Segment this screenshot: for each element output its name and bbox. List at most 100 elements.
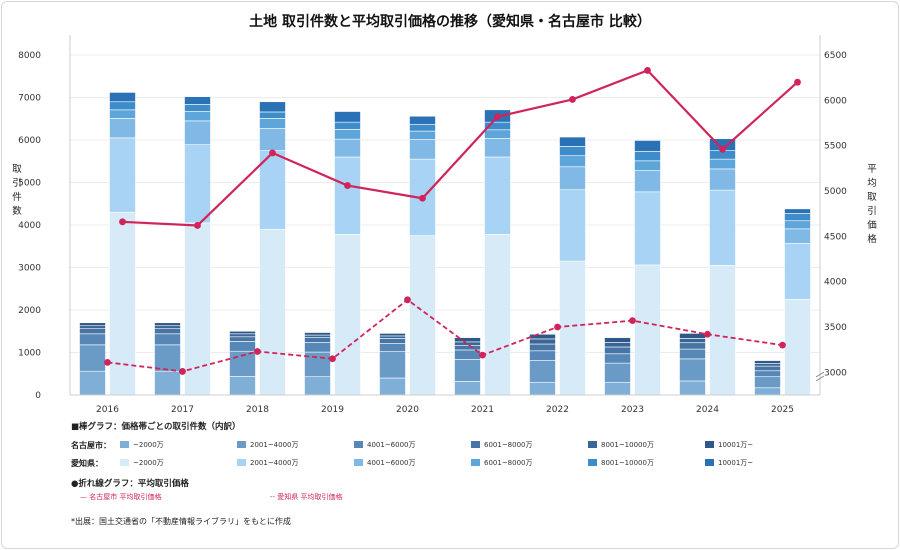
bar-segment	[109, 109, 136, 119]
y-left-axis-title-char: 引	[12, 178, 22, 189]
bar-segment	[184, 111, 211, 122]
bar-segment	[229, 336, 256, 342]
bar-segment	[634, 264, 661, 396]
bar-segment	[484, 129, 511, 139]
bar-segment	[484, 138, 511, 158]
bar-segment	[154, 333, 181, 346]
bar-segment	[109, 211, 136, 396]
bar-segment	[304, 337, 331, 343]
bar-segment	[109, 101, 136, 111]
bar-segment	[529, 343, 556, 352]
bar-segment	[484, 156, 511, 235]
bar-segment	[184, 120, 211, 145]
bar-segment	[634, 191, 661, 266]
y-right-tick-label: 3000	[824, 368, 847, 378]
bar-segment	[229, 341, 256, 352]
bar-segment	[754, 360, 781, 364]
x-tick-label: 2018	[246, 405, 269, 415]
bar-segment	[529, 333, 556, 340]
bar-segment	[184, 222, 211, 396]
bar-segment	[559, 166, 586, 191]
bar-segment	[229, 333, 256, 338]
bar-segment	[604, 381, 631, 396]
bar-segment	[109, 92, 136, 103]
bar-segment	[334, 138, 361, 158]
bar-segment	[79, 322, 106, 327]
bar-segment	[559, 260, 586, 396]
y-right-tick-label: 5500	[824, 142, 847, 152]
bar-segment	[259, 228, 286, 396]
bar-segment	[229, 375, 256, 396]
bar-segment	[409, 123, 436, 132]
line-marker	[494, 113, 501, 121]
bar-segment	[559, 189, 586, 262]
bar-segment	[304, 334, 331, 338]
x-tick-label: 2022	[546, 405, 569, 415]
bar-segment	[259, 111, 286, 119]
line-marker	[404, 296, 411, 304]
bar-segment	[259, 150, 286, 230]
bar-segment	[784, 213, 811, 222]
bar-series	[79, 92, 811, 396]
y-right-tick-label: 5000	[824, 187, 847, 197]
y-left-axis-title-char: 数	[12, 205, 22, 217]
line-marker	[269, 149, 276, 157]
line-marker	[644, 67, 651, 74]
bar-segment	[334, 121, 361, 130]
y-right-axis-title-char: 引	[867, 206, 877, 217]
bar-segment	[709, 168, 736, 191]
bar-segment	[784, 208, 811, 214]
bar-segment	[634, 170, 661, 193]
y-left-tick-label: 2000	[18, 306, 41, 316]
x-tick-label: 2020	[396, 405, 419, 415]
bar-segment	[379, 377, 406, 396]
bar-segment	[379, 343, 406, 352]
bar-segment	[604, 341, 631, 348]
bar-segment	[454, 358, 481, 382]
bar-segment	[379, 351, 406, 379]
line-marker	[794, 78, 801, 86]
bar-segment	[754, 365, 781, 372]
bar-segment	[154, 325, 181, 330]
bar-segment	[784, 299, 811, 396]
bar-segment	[79, 328, 106, 335]
bar-segment	[529, 381, 556, 396]
y-left-tick-label: 6000	[18, 136, 41, 146]
bar-segment	[184, 144, 211, 224]
line-marker	[719, 145, 726, 153]
bar-segment	[634, 160, 661, 171]
bar-segment	[559, 136, 586, 147]
y-right-axis-title-char: 価	[867, 219, 877, 231]
bar-segment	[634, 140, 661, 152]
bar-segment	[679, 348, 706, 360]
bar-segment	[334, 129, 361, 140]
line-marker	[629, 317, 636, 325]
bar-segment	[679, 333, 706, 339]
bar-segment	[679, 338, 706, 344]
bar-segment	[109, 137, 136, 213]
bar-segment	[79, 370, 106, 396]
bar-segment	[679, 358, 706, 382]
line-series	[104, 67, 801, 375]
bar-segment	[409, 130, 436, 140]
bar-segment	[604, 337, 631, 343]
bar-segment	[559, 146, 586, 157]
bar-segment	[379, 333, 406, 337]
bar-segment	[409, 115, 436, 125]
x-tick-label: 2024	[696, 405, 719, 415]
bar-segment	[754, 370, 781, 378]
bar-segment	[154, 370, 181, 396]
bar-segment	[109, 118, 136, 139]
y-left-tick-label: 0	[35, 391, 41, 401]
bar-segment	[379, 335, 406, 339]
bar-segment	[679, 380, 706, 396]
bar-segment	[679, 342, 706, 350]
y-left-tick-label: 5000	[18, 179, 41, 189]
bar-segment	[784, 228, 811, 244]
y-left-axis-title-char: 取	[12, 164, 22, 175]
line-marker	[329, 355, 336, 363]
x-tick-label: 2016	[96, 405, 119, 415]
bar-segment	[559, 155, 586, 168]
